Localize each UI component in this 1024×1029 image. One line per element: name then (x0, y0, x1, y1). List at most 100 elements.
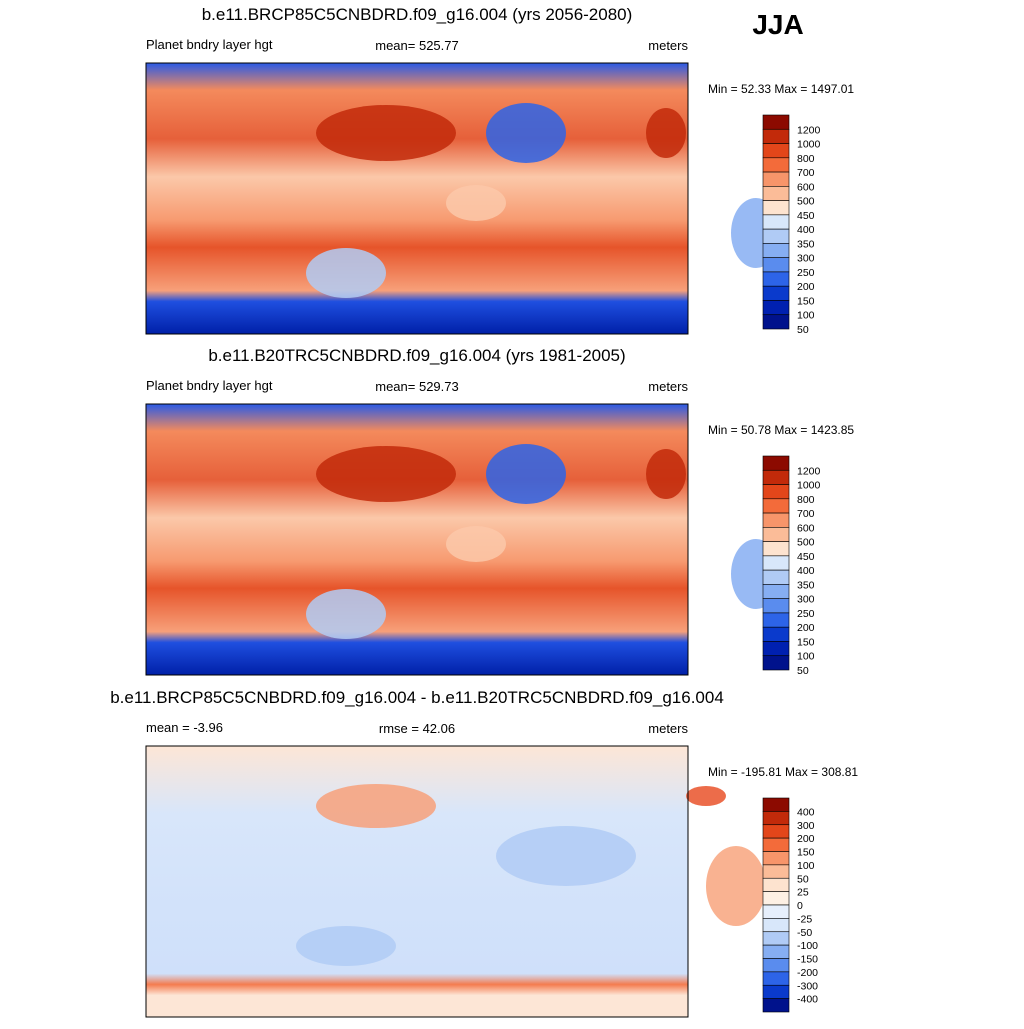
season-label: JJA (752, 9, 803, 40)
colorbar-box (762, 498, 790, 514)
colorbar-box (762, 851, 790, 866)
colorbar-box (762, 655, 790, 671)
map-region (306, 589, 386, 639)
right-string: meters (648, 721, 688, 736)
colorbar-box (762, 626, 790, 642)
colorbar-box (762, 143, 790, 159)
colorbar-label: 250 (797, 608, 815, 620)
colorbar-box (762, 984, 790, 999)
colorbar-label: 700 (797, 508, 815, 520)
colorbar-label: 100 (797, 651, 815, 663)
colorbar-box (762, 971, 790, 986)
colorbar-box (762, 837, 790, 852)
colorbar-box (762, 228, 790, 244)
colorbar-label: 600 (797, 181, 815, 193)
colorbar-label: 200 (797, 281, 815, 293)
panel-title: b.e11.B20TRC5CNBDRD.f09_g16.004 (yrs 198… (208, 346, 625, 365)
colorbar-label: 300 (797, 820, 815, 832)
colorbar-box (762, 584, 790, 599)
colorbar-label: 700 (797, 167, 815, 179)
min-max: Min = 52.33 Max = 1497.01 (708, 82, 854, 96)
colorbar-label: 800 (797, 494, 815, 506)
colorbar-label: 150 (797, 636, 815, 648)
colorbar-box (762, 200, 790, 216)
colorbar-label: 200 (797, 622, 815, 634)
right-string: meters (648, 38, 688, 53)
colorbar-label: 0 (797, 900, 803, 912)
colorbar-box (762, 569, 790, 585)
colorbar-label: 500 (797, 196, 815, 208)
map-region (446, 185, 506, 221)
colorbar-box (762, 214, 790, 230)
colorbar-label: 25 (797, 887, 809, 899)
colorbar-label: -150 (797, 954, 818, 966)
colorbar-box (762, 271, 790, 287)
colorbar-label: 1000 (797, 139, 821, 151)
colorbar-box (762, 641, 790, 657)
center-string: rmse = 42.06 (379, 721, 455, 736)
colorbar-label: 50 (797, 873, 809, 885)
colorbar-box (762, 797, 790, 812)
colorbar-box (762, 555, 790, 571)
colorbar-label: 350 (797, 238, 815, 250)
colorbar-label: 150 (797, 847, 815, 859)
colorbar-label: -200 (797, 967, 818, 979)
map-frame (145, 403, 689, 676)
colorbar-box (762, 114, 790, 130)
map-region (496, 826, 636, 886)
panel-title: b.e11.BRCP85C5CNBDRD.f09_g16.004 - b.e11… (110, 688, 724, 707)
map-region (306, 248, 386, 298)
colorbar-label: 400 (797, 565, 815, 577)
colorbar-label: 300 (797, 253, 815, 265)
map-field (146, 63, 688, 334)
colorbar-label: 1200 (797, 124, 821, 136)
colorbar-box (762, 257, 790, 273)
map-region (646, 449, 686, 499)
colorbar-label: 50 (797, 665, 809, 677)
colorbar-box (762, 484, 790, 500)
colorbar-label: -50 (797, 927, 812, 939)
colorbar-box (762, 285, 790, 301)
colorbar-box (762, 918, 790, 933)
left-string: Planet bndry layer hgt (146, 37, 273, 52)
colorbar-label: 450 (797, 551, 815, 563)
colorbar-box (762, 811, 790, 826)
map-region (706, 846, 766, 926)
colorbar-box (762, 931, 790, 946)
colorbar-label: 1200 (797, 465, 821, 477)
map-region (316, 446, 456, 502)
colorbar-box (762, 527, 790, 542)
map-field (146, 404, 688, 675)
colorbar-box (762, 612, 790, 628)
colorbar-box (762, 186, 790, 201)
colorbar-label: 400 (797, 806, 815, 818)
colorbar-box (762, 598, 790, 614)
colorbar-label: 400 (797, 224, 815, 236)
colorbar-box (762, 904, 790, 919)
map-frame (145, 745, 689, 1018)
map-field (146, 746, 688, 1017)
min-max: Min = 50.78 Max = 1423.85 (708, 423, 854, 437)
map-region (646, 108, 686, 158)
min-max: Min = -195.81 Max = 308.81 (708, 765, 858, 779)
colorbar-label: 600 (797, 522, 815, 534)
colorbar-box (762, 512, 790, 528)
colorbar-label: 100 (797, 310, 815, 322)
colorbar-box (762, 300, 790, 316)
map-region (446, 526, 506, 562)
colorbar-label: 800 (797, 153, 815, 165)
colorbar-label: 250 (797, 267, 815, 279)
colorbar-box (762, 455, 790, 471)
colorbar-box (762, 944, 790, 959)
left-string: Planet bndry layer hgt (146, 378, 273, 393)
left-string: mean = -3.96 (146, 720, 223, 735)
colorbar-label: 100 (797, 860, 815, 872)
colorbar-label: -25 (797, 913, 812, 925)
colorbar-label: 300 (797, 594, 815, 606)
center-string: mean= 529.73 (375, 379, 458, 394)
map-region (296, 926, 396, 966)
colorbar-box (762, 541, 790, 557)
colorbar-box (762, 891, 790, 906)
map-region (486, 103, 566, 163)
map-frame (145, 62, 689, 335)
